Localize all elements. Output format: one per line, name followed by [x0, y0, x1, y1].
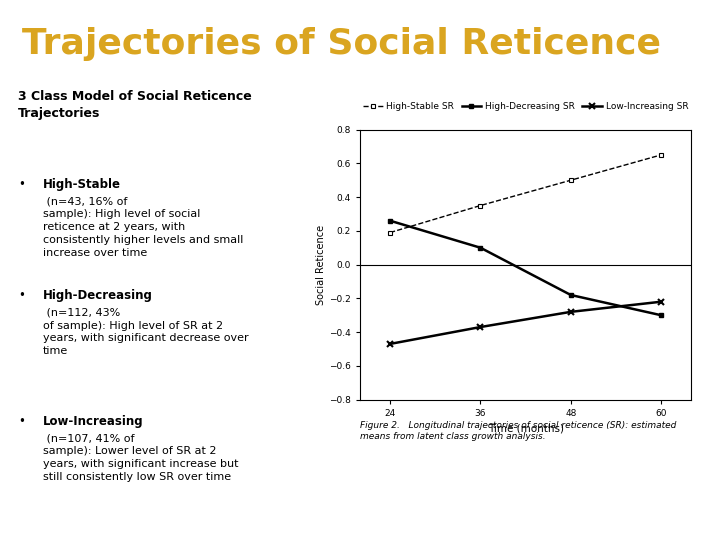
High-Stable SR	[386, 230, 395, 236]
Low-Increasing SR	[386, 341, 395, 347]
Low-Increasing SR	[476, 324, 485, 330]
High-Stable SR	[657, 152, 665, 158]
Text: High-Decreasing: High-Decreasing	[43, 289, 153, 302]
High-Decreasing SR	[386, 218, 395, 224]
High-Decreasing SR	[567, 292, 575, 298]
Text: Figure 2.   Longitudinal trajectories of social reticence (SR): estimated
means : Figure 2. Longitudinal trajectories of s…	[360, 421, 676, 441]
Text: (n=43, 16% of
sample): High level of social
reticence at 2 years, with
consisten: (n=43, 16% of sample): High level of soc…	[43, 197, 243, 258]
Line: High-Decreasing SR: High-Decreasing SR	[387, 218, 664, 318]
Low-Increasing SR	[567, 309, 575, 315]
Text: Trajectories of Social Reticence: Trajectories of Social Reticence	[22, 27, 661, 61]
High-Decreasing SR	[657, 312, 665, 319]
High-Stable SR	[476, 202, 485, 209]
Text: Low-Increasing: Low-Increasing	[43, 415, 144, 428]
Text: •: •	[18, 289, 25, 302]
High-Decreasing SR	[476, 245, 485, 251]
Line: High-Stable SR: High-Stable SR	[387, 152, 664, 235]
X-axis label: Time (months): Time (months)	[487, 423, 564, 433]
Text: •: •	[18, 178, 25, 191]
High-Stable SR	[567, 177, 575, 184]
Text: High-Stable: High-Stable	[43, 178, 121, 191]
Y-axis label: Social Reticence: Social Reticence	[316, 225, 326, 305]
Line: Low-Increasing SR: Low-Increasing SR	[387, 298, 665, 347]
Text: •: •	[18, 415, 25, 428]
Text: (n=107, 41% of
sample): Lower level of SR at 2
years, with significant increase : (n=107, 41% of sample): Lower level of S…	[43, 433, 239, 482]
Text: (n=112, 43%
of sample): High level of SR at 2
years, with significant decrease o: (n=112, 43% of sample): High level of SR…	[43, 308, 249, 356]
Text: 3 Class Model of Social Reticence
Trajectories: 3 Class Model of Social Reticence Trajec…	[18, 90, 252, 119]
Low-Increasing SR	[657, 299, 665, 305]
Legend: High-Stable SR, High-Decreasing SR, Low-Increasing SR: High-Stable SR, High-Decreasing SR, Low-…	[359, 98, 692, 114]
